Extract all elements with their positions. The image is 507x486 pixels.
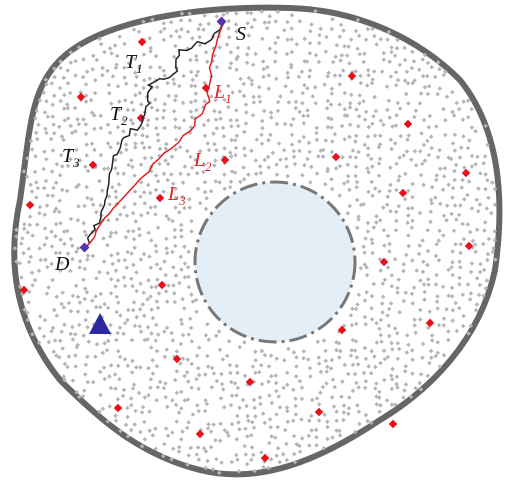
node-label: S [236, 23, 246, 45]
anchor-dot [389, 420, 397, 428]
label-subscript: 2 [205, 159, 212, 174]
label-text: S [236, 23, 246, 45]
label-text: L [193, 149, 205, 171]
label-subscript: 3 [72, 155, 80, 170]
label-subscript: 2 [121, 113, 128, 128]
label-subscript: 1 [136, 61, 143, 76]
label-text: L [167, 183, 179, 205]
label-subscript: 3 [178, 193, 186, 208]
label-subscript: 1 [225, 91, 232, 106]
obstacle [195, 182, 355, 342]
label-text: D [54, 253, 70, 275]
node-label: D [54, 253, 70, 275]
diagram: SDT1T2T3L1L2L3 [0, 0, 507, 486]
label-text: L [213, 81, 225, 103]
